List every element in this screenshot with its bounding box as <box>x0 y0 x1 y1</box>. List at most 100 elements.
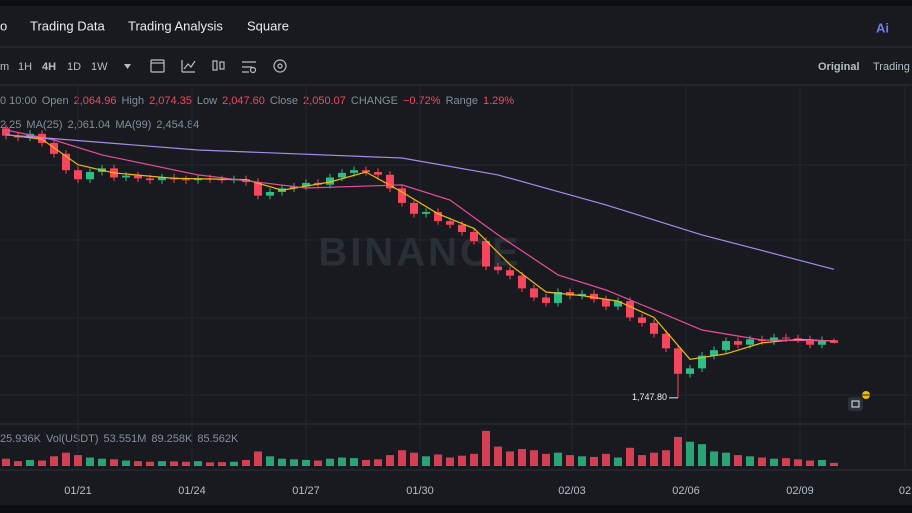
volume-bar <box>194 461 202 466</box>
interval-button[interactable]: m <box>0 61 9 73</box>
watermark: BINANCE <box>318 231 521 275</box>
candle <box>578 290 586 300</box>
candle-body <box>806 339 814 345</box>
nav-item[interactable]: Trading Analysis <box>128 18 223 33</box>
candle-body <box>722 341 730 351</box>
interval-button[interactable]: 1D <box>67 61 81 73</box>
volume-bar <box>266 456 274 466</box>
ma-label: MA(99) <box>115 119 151 131</box>
candle-body <box>482 241 490 267</box>
info-value: 2,064.96 <box>74 95 117 107</box>
candle <box>602 295 610 311</box>
candle <box>422 208 430 218</box>
candle-body <box>38 133 46 143</box>
candle-body <box>554 292 562 303</box>
candle <box>290 182 298 192</box>
candle-body <box>302 182 310 187</box>
volume-bar <box>746 456 754 466</box>
candle <box>182 175 190 184</box>
top-strip <box>0 0 912 6</box>
volume-bar <box>338 457 346 466</box>
toolbar-icons[interactable] <box>124 59 287 74</box>
candle <box>698 352 706 372</box>
nav-item[interactable]: o <box>0 18 7 33</box>
volume-bar <box>350 458 358 466</box>
candle <box>410 199 418 218</box>
moving-average-line <box>5 134 835 270</box>
volume-bar <box>578 456 586 466</box>
candle-body <box>602 299 610 307</box>
candle-body <box>290 186 298 189</box>
ai-icon[interactable]: Ai <box>876 20 889 35</box>
candle-body <box>374 172 382 175</box>
candle <box>518 272 526 292</box>
volume-bar <box>458 455 466 466</box>
volume-bar <box>290 459 298 466</box>
volume-bar <box>410 452 418 466</box>
candle <box>542 293 550 307</box>
candle <box>530 284 538 302</box>
view-tab[interactable]: Trading <box>873 61 910 73</box>
interval-button[interactable]: 1H <box>18 61 32 73</box>
interval-button[interactable]: 4H <box>42 61 56 73</box>
candle <box>710 346 718 360</box>
volume-bar <box>326 458 334 466</box>
candle <box>806 335 814 349</box>
candle-body <box>350 170 358 173</box>
nav-item[interactable]: Trading Data <box>30 18 105 33</box>
volume-bar <box>494 446 502 466</box>
volume-bar <box>722 452 730 466</box>
candle-body <box>434 212 442 222</box>
volume-bar <box>770 458 778 466</box>
candle-body <box>122 175 130 178</box>
info-value: 1.29% <box>483 95 514 107</box>
candle <box>722 337 730 354</box>
volume-bar <box>734 455 742 466</box>
info-value: −0.72% <box>403 95 441 107</box>
volume-bar <box>434 454 442 466</box>
view-tab[interactable]: Original <box>818 61 860 73</box>
ai-button[interactable]: Ai <box>876 20 889 35</box>
candle-body <box>734 341 742 345</box>
candle-body <box>698 355 706 369</box>
volume-bar <box>818 459 826 466</box>
candle-body <box>458 224 466 232</box>
vol-value: 89.258K <box>151 433 193 445</box>
candle-body <box>422 212 430 214</box>
info-label: Low <box>197 95 217 107</box>
candle <box>362 166 370 176</box>
candle-body <box>2 128 10 136</box>
candle <box>86 168 94 183</box>
candle-body <box>254 182 262 196</box>
candle-body <box>494 266 502 271</box>
candle <box>326 173 334 189</box>
volume-bar <box>278 458 286 466</box>
volume-bar <box>830 462 838 466</box>
candle-body <box>62 153 70 171</box>
volume-bar <box>98 458 106 466</box>
volume-bar <box>386 455 394 466</box>
volume-bar <box>74 455 82 466</box>
nav-item[interactable]: Square <box>247 18 289 33</box>
candle <box>374 168 382 179</box>
candle <box>62 150 70 174</box>
volume-bar <box>134 461 142 466</box>
volume-bar <box>566 455 574 466</box>
candle-body <box>266 192 274 196</box>
vol-value: 53.551M <box>104 433 147 445</box>
x-tick-label: 01/24 <box>178 485 206 497</box>
candle-body <box>710 350 718 356</box>
candle-body <box>782 337 790 339</box>
candle <box>386 171 394 192</box>
volume-bar <box>506 451 514 466</box>
volume-bar <box>302 459 310 466</box>
info-label: Close <box>270 95 298 107</box>
candle-body <box>86 172 94 180</box>
candle-body <box>614 301 622 307</box>
volume-bar <box>86 457 94 466</box>
candle-body <box>650 322 658 334</box>
candle <box>734 337 742 349</box>
interval-button[interactable]: 1W <box>91 61 108 73</box>
